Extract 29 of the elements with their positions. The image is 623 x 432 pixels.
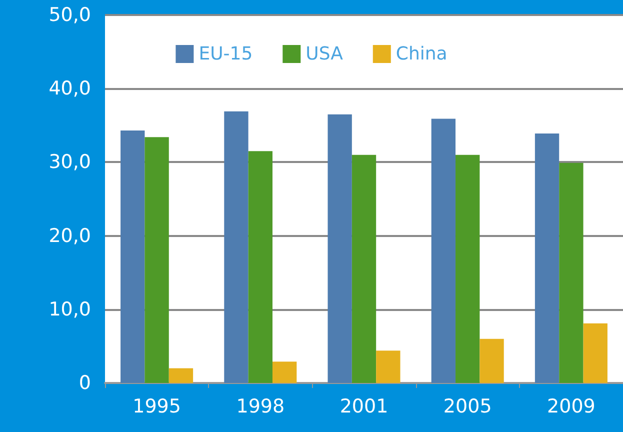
y-tick-label: 10,0 — [48, 298, 91, 320]
bar — [559, 162, 584, 383]
bar — [120, 130, 145, 383]
bar — [144, 137, 169, 383]
bar — [272, 362, 297, 383]
bar — [456, 154, 480, 383]
y-tick-label: 50,0 — [48, 4, 91, 26]
bar — [248, 151, 272, 383]
x-tick-label: 2005 — [443, 396, 492, 418]
bar — [431, 118, 456, 383]
bar — [583, 323, 608, 383]
y-tick-label: 20,0 — [48, 224, 91, 247]
x-tick-label: 1995 — [132, 396, 181, 418]
bar — [224, 111, 248, 383]
legend-label: EU-15 — [198, 44, 253, 64]
x-tick-label: 1998 — [236, 396, 285, 418]
y-tick-label: 0 — [78, 372, 91, 394]
bar — [352, 154, 376, 383]
x-tick-label: 2009 — [547, 396, 596, 418]
bar — [534, 133, 560, 383]
legend-label: USA — [306, 44, 344, 64]
y-tick-label: 40,0 — [48, 78, 91, 100]
bar — [480, 338, 504, 383]
bar — [376, 350, 400, 383]
bar — [328, 114, 352, 383]
bar — [168, 368, 194, 383]
y-tick-label: 30,0 — [48, 151, 91, 174]
x-tick-label: 2001 — [340, 396, 388, 418]
legend-label: China — [396, 44, 448, 64]
